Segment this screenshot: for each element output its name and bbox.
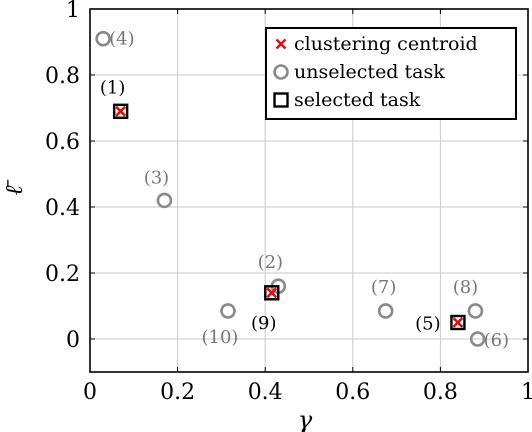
point-label: (10) [201,327,238,348]
y-tick-label: 0.6 [45,130,80,155]
legend-centroid-marker [275,38,287,50]
unselected-task-marker [377,303,394,319]
selected-task-marker [112,103,129,120]
point-label: (3) [144,167,170,188]
centroid-cross-stroke [452,317,464,328]
point-label: (7) [371,277,397,298]
y-tick-label: 0 [66,328,80,353]
y-tick-label: 0.2 [45,262,80,287]
centroid-cross-stroke [266,287,278,299]
unselected-task-marker [467,303,484,319]
point-labels: (1) (2) (3) (4) (5) (6) (7) (8) (9) (10) [100,29,509,351]
legend-selected-marker [273,92,289,108]
centroid-marker [266,287,278,299]
point-label: (9) [251,313,277,334]
centroid-marker [115,105,127,117]
x-tick-label: 0.6 [335,380,370,405]
legend-unselected-marker [273,64,289,80]
selected-task-marker [264,285,280,301]
x-tick-label: 0.8 [423,380,458,405]
unselected-task-marker [156,192,173,209]
legend-label: selected task [294,89,421,111]
x-axis-label: γ [298,406,313,432]
legend-label: unselected task [294,61,445,83]
legend: clustering centroid unselected task select… [265,27,517,120]
plot-frame [89,8,529,373]
x-tick-label: 0.4 [248,380,283,405]
point-label: (2) [258,252,284,273]
data-points [95,30,486,347]
selected-task-marker [450,314,466,331]
point-label: (6) [484,330,510,351]
legend-box [265,27,517,120]
y-tick-label: 0.4 [45,196,80,221]
centroid-cross-stroke [275,38,287,50]
unselected-task-marker [220,303,236,319]
centroid-marker [452,317,464,328]
y-tick-label: 0.8 [45,64,80,89]
unselected-task-marker [95,30,111,47]
unselected-task-marker [469,331,486,347]
point-label: (5) [415,314,441,335]
centroid-cross-stroke [115,105,127,117]
point-label: (8) [453,277,479,298]
x-tick-label: 1 [521,380,532,405]
point-label: (4) [109,29,135,50]
tick-labels: 0 0.2 0.4 0.6 0.8 1 0 0.2 0.4 0.6 0.8 1 [45,0,532,405]
point-label: (1) [100,77,126,98]
y-axis-label: ℓ̄ [0,180,28,196]
y-tick-label: 1 [66,0,80,23]
x-tick-label: 0 [83,380,97,405]
x-tick-label: 0.2 [160,380,195,405]
legend-label: clustering centroid [294,33,478,55]
